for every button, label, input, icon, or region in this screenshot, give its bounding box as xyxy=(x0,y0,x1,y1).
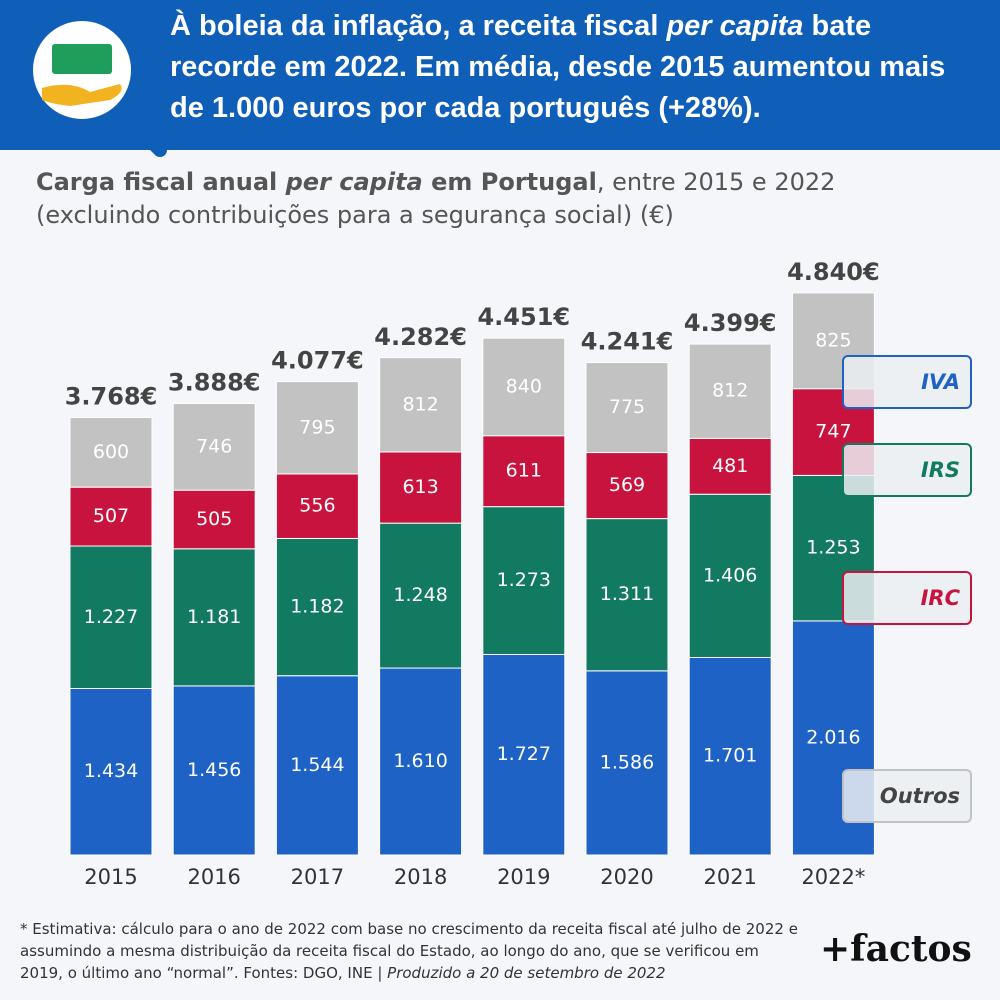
segment-label: 812 xyxy=(402,393,438,415)
segment-label: 1.311 xyxy=(600,583,654,605)
segment-label: 611 xyxy=(506,460,542,482)
segment-label: 2.016 xyxy=(806,726,860,748)
legend-entry: IVA xyxy=(842,355,972,409)
segment-label: 556 xyxy=(299,495,335,517)
bar-segment xyxy=(275,473,359,539)
x-tick-label: 2017 xyxy=(291,865,344,889)
total-label: 3.888€ xyxy=(168,369,261,397)
bar-segment xyxy=(69,687,153,856)
magnifier-handle xyxy=(115,105,167,157)
segment-label: 1.434 xyxy=(84,760,138,782)
bar-segment xyxy=(172,403,256,491)
segment-label: 1.544 xyxy=(290,754,344,776)
total-label: 4.282€ xyxy=(374,323,467,351)
total-label: 4.399€ xyxy=(684,309,777,337)
money-icon xyxy=(52,44,112,74)
segment-label: 825 xyxy=(815,329,851,351)
logo: +factos xyxy=(820,928,972,970)
bar-segment xyxy=(688,493,772,658)
segment-label: 1.727 xyxy=(497,743,551,765)
segment-label: 812 xyxy=(712,380,748,402)
segment-label: 1.456 xyxy=(187,759,241,781)
hand-icon xyxy=(42,84,122,106)
segment-label: 795 xyxy=(299,416,335,438)
legend-entry: IRS xyxy=(842,443,972,497)
bar-segment xyxy=(172,489,256,550)
bar-segment xyxy=(482,506,566,655)
bar-segment xyxy=(379,667,463,856)
bar-segment xyxy=(585,670,669,856)
segment-label: 1.248 xyxy=(393,584,447,606)
bar-segment xyxy=(482,337,566,437)
bar-segment xyxy=(275,675,359,856)
x-tick-label: 2019 xyxy=(497,865,550,889)
segment-label: 1.273 xyxy=(497,569,551,591)
bar-segment xyxy=(688,343,772,439)
total-label: 3.768€ xyxy=(65,382,158,410)
bar-segment xyxy=(585,452,669,520)
segment-label: 1.182 xyxy=(290,596,344,618)
x-tick-label: 2021 xyxy=(703,865,756,889)
bar-segment xyxy=(585,362,669,454)
segment-label: 1.227 xyxy=(84,606,138,628)
segment-label: 600 xyxy=(93,441,129,463)
total-label: 4.840€ xyxy=(787,258,880,286)
segment-label: 1.701 xyxy=(703,745,757,767)
bar-segment xyxy=(69,416,153,488)
x-tick-label: 2015 xyxy=(84,865,137,889)
total-label: 4.451€ xyxy=(477,303,570,331)
segment-label: 1.253 xyxy=(806,537,860,559)
x-tick-label: 2022* xyxy=(801,865,865,889)
segment-label: 505 xyxy=(196,508,232,530)
legend-entry: IRC xyxy=(842,571,972,625)
segment-label: 613 xyxy=(402,476,438,498)
title: À boleia da inflação, a receita fiscal p… xyxy=(170,10,946,124)
legend-entry: Outros xyxy=(842,769,972,823)
segment-label: 746 xyxy=(196,435,232,457)
segment-label: 747 xyxy=(815,421,851,443)
header xyxy=(0,0,1000,150)
bar-segment xyxy=(379,451,463,524)
x-tick-label: 2020 xyxy=(600,865,653,889)
segment-label: 1.586 xyxy=(600,751,654,773)
bar-segment xyxy=(688,656,772,856)
bar-segment xyxy=(172,548,256,687)
x-tick-label: 2016 xyxy=(187,865,240,889)
bar-segment xyxy=(482,435,566,508)
total-label: 4.241€ xyxy=(581,328,674,356)
segment-label: 507 xyxy=(93,505,129,527)
segment-label: 840 xyxy=(506,375,542,397)
x-tick-label: 2018 xyxy=(394,865,447,889)
segment-label: 775 xyxy=(609,396,645,418)
subtitle: Carga fiscal anual per capita em Portuga… xyxy=(36,168,836,229)
bar-segment xyxy=(688,437,772,495)
bar-segment xyxy=(585,518,669,672)
segment-label: 1.406 xyxy=(703,564,757,586)
segment-label: 481 xyxy=(712,455,748,477)
total-label: 4.077€ xyxy=(271,347,364,375)
segment-label: 569 xyxy=(609,474,645,496)
bar-segment xyxy=(275,381,359,475)
footnote: * Estimativa: cálculo para o ano de 2022… xyxy=(20,920,798,982)
segment-label: 1.181 xyxy=(187,606,241,628)
segment-label: 1.610 xyxy=(393,750,447,772)
bar-segment xyxy=(482,653,566,856)
bar-segment xyxy=(379,522,463,669)
bar-segment xyxy=(69,545,153,689)
bar-segment xyxy=(379,357,463,453)
